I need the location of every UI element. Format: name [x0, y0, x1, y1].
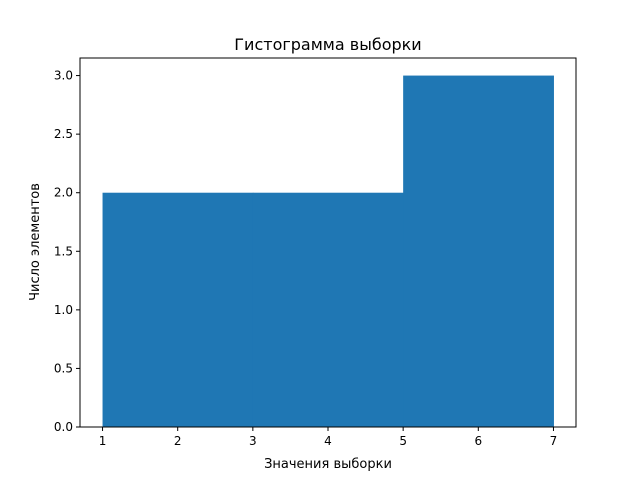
x-tick-label: 1	[99, 434, 107, 448]
histogram-bar	[102, 192, 254, 427]
chart-title: Гистограмма выборки	[234, 35, 421, 54]
x-tick-label: 7	[550, 434, 558, 448]
y-tick-label: 0.5	[54, 361, 73, 375]
y-tick-label: 1.0	[54, 303, 73, 317]
y-tick-label: 2.0	[54, 186, 73, 200]
x-tick-label: 6	[474, 434, 482, 448]
histogram-bar	[252, 192, 404, 427]
y-tick-label: 3.0	[54, 69, 73, 83]
y-tick-label: 1.5	[54, 244, 73, 258]
x-tick-label: 4	[324, 434, 332, 448]
x-tick-label: 3	[249, 434, 257, 448]
x-tick-label: 2	[174, 434, 182, 448]
x-tick-label: 5	[399, 434, 407, 448]
y-tick-label: 2.5	[54, 127, 73, 141]
y-axis-label: Число элементов	[28, 183, 43, 301]
histogram-bar	[403, 75, 554, 428]
x-axis-label: Значения выборки	[264, 457, 392, 472]
y-tick-label: 0.0	[54, 420, 73, 434]
